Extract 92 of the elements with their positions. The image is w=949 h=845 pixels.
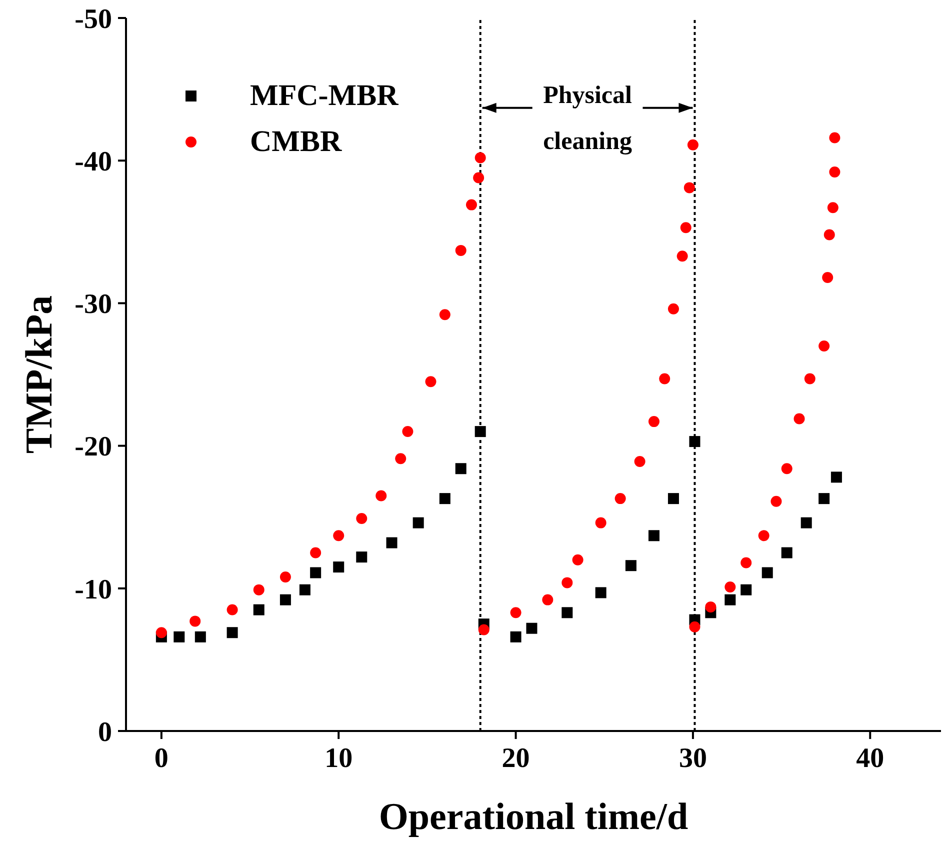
point [668, 303, 679, 314]
point [376, 490, 387, 502]
point [455, 244, 466, 256]
point [310, 547, 322, 558]
y-tick-label: -40 [74, 146, 112, 178]
point [758, 530, 770, 542]
point [439, 493, 450, 504]
point [526, 622, 538, 634]
point [829, 166, 840, 178]
x-tick-label: 0 [154, 742, 168, 774]
point [684, 182, 695, 194]
y-tick-label: 0 [98, 716, 112, 748]
point [280, 594, 291, 606]
point [386, 537, 398, 548]
point [478, 624, 490, 636]
point [510, 631, 522, 642]
point [299, 584, 310, 596]
point [253, 584, 264, 596]
point [830, 472, 842, 483]
point [676, 250, 688, 262]
point [689, 436, 700, 448]
x-tick-label: 30 [678, 742, 707, 774]
point [781, 463, 792, 474]
legend-label: CMBR [250, 125, 342, 159]
y-tick-label: -30 [74, 289, 112, 320]
annotation: Physical cleaning [542, 80, 633, 157]
point [156, 627, 167, 638]
point [562, 577, 573, 588]
point [395, 453, 406, 464]
point [822, 272, 834, 284]
point [648, 416, 660, 428]
y-tick-label: -10 [74, 574, 112, 606]
point [827, 202, 838, 214]
point [740, 557, 752, 568]
x-tick-label: 10 [324, 742, 353, 774]
point [333, 530, 344, 542]
point [680, 222, 692, 234]
point [770, 496, 782, 507]
point [174, 631, 185, 642]
y-tick-label: -50 [74, 4, 112, 35]
point [280, 571, 291, 582]
point [595, 587, 606, 598]
point [542, 594, 554, 606]
y-axis-title: TMP/kPa [18, 295, 60, 454]
point [473, 172, 484, 184]
point [829, 132, 840, 144]
point [356, 552, 368, 563]
point [794, 413, 805, 424]
point [804, 373, 816, 384]
point [689, 621, 700, 632]
point [310, 567, 322, 578]
y-tick-label: -20 [74, 432, 112, 463]
point [253, 604, 264, 616]
point [333, 562, 344, 573]
x-tick-label: 20 [502, 742, 530, 774]
point [455, 463, 466, 474]
point [510, 607, 522, 618]
point [818, 493, 830, 504]
point [687, 139, 698, 150]
point [595, 517, 606, 528]
point [762, 567, 773, 578]
point [474, 152, 486, 164]
x-axis-title: Operational time/d [378, 796, 688, 838]
point [466, 199, 477, 210]
point [668, 493, 679, 504]
point [412, 517, 424, 528]
point [474, 426, 486, 438]
point [356, 513, 368, 524]
x-tick-label: 40 [856, 742, 884, 774]
point [614, 493, 626, 504]
point [659, 373, 670, 384]
point [648, 530, 660, 542]
point [724, 581, 736, 592]
point [402, 426, 414, 438]
point [425, 376, 436, 388]
point [439, 309, 450, 320]
point [800, 517, 812, 528]
point [824, 229, 835, 240]
point [740, 584, 752, 596]
point [818, 340, 830, 352]
point [705, 601, 716, 612]
point [194, 631, 206, 642]
point [562, 607, 573, 618]
point [226, 627, 238, 638]
point [781, 547, 792, 558]
point [724, 594, 736, 606]
point [190, 616, 201, 627]
legend-label: MFC-MBR [250, 79, 398, 113]
point [226, 604, 238, 616]
point [572, 554, 584, 566]
point [634, 456, 646, 467]
point [625, 560, 636, 572]
